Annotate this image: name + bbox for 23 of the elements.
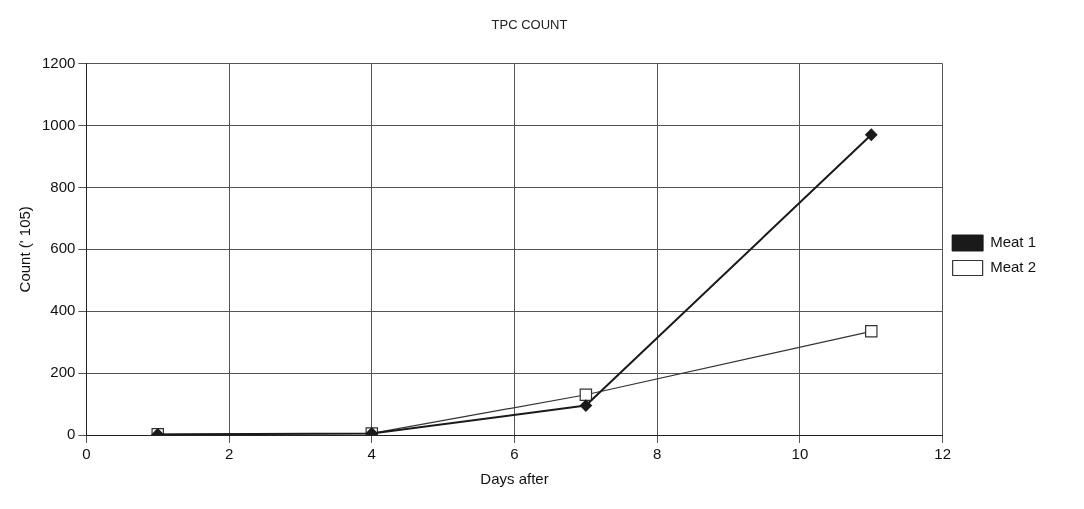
y-tick-label: 1200 <box>41 53 76 71</box>
y-tick-label: 200 <box>50 363 76 381</box>
point <box>579 388 593 402</box>
legend-label: Meat 2 <box>990 258 1036 276</box>
x-tick-label: 12 <box>934 445 951 463</box>
chart-title: TPC COUNT <box>491 17 568 33</box>
x-tick-label: 6 <box>510 445 519 463</box>
legend-label: Meat 1 <box>990 233 1036 251</box>
y-tick-label: 400 <box>50 301 76 319</box>
x-tick-label: 8 <box>653 445 662 463</box>
x-tick-label: 2 <box>224 445 234 463</box>
x-tick-label: 10 <box>791 445 809 463</box>
point <box>865 325 878 338</box>
x-axis-title: Days after <box>480 470 549 488</box>
y-tick-label: 800 <box>50 177 76 195</box>
x-tick-label: 0 <box>82 445 91 463</box>
y-tick-label: 0 <box>67 425 76 443</box>
point <box>865 128 878 141</box>
y-axis-title: Count (' 105) <box>16 206 34 293</box>
y-tick-label: 600 <box>50 239 76 257</box>
point <box>579 399 592 412</box>
x-tick-label: 4 <box>367 445 376 463</box>
y-tick-label: 1000 <box>41 115 76 133</box>
